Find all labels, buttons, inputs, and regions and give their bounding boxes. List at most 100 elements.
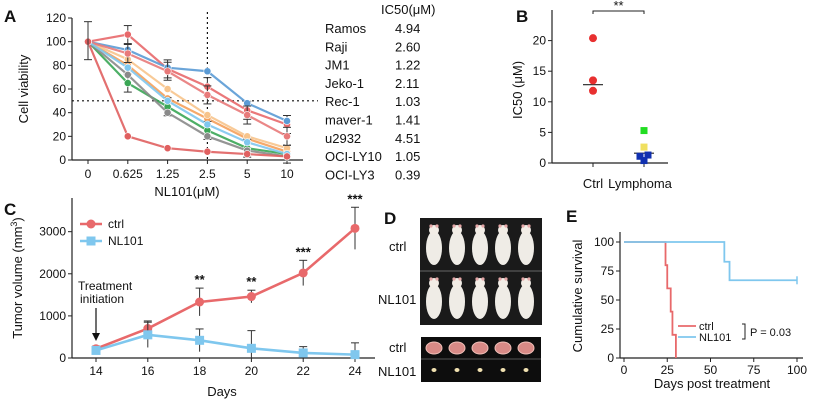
a-series-line-OCI-LY10 xyxy=(87,40,288,156)
c-x-tick-label: 20 xyxy=(245,364,259,378)
b-y-tick-label: 20 xyxy=(533,34,547,48)
ic50-value: 4.51 xyxy=(395,131,420,146)
a-data-point xyxy=(123,63,132,72)
a-series-line-JM1 xyxy=(87,40,288,153)
a-data-point xyxy=(163,67,172,76)
e-x-tick-label: 100 xyxy=(787,363,807,377)
c-y-tick-label: 0 xyxy=(59,351,66,365)
mouse-shape xyxy=(495,231,511,265)
ic50-cell-line: JM1 xyxy=(325,58,350,73)
ic50-value: 2.60 xyxy=(395,39,420,54)
ic50-cell-line: Ramos xyxy=(325,21,367,36)
a-data-point xyxy=(123,70,132,79)
a-data-point xyxy=(163,96,172,105)
panel-label-e: E xyxy=(566,207,577,226)
e-y-tick-label: 25 xyxy=(601,322,615,336)
c-annotation-line2: initiation xyxy=(80,292,124,306)
a-data-point xyxy=(203,147,212,156)
a-data-point xyxy=(203,111,212,119)
b-data-point xyxy=(636,152,644,160)
e-legend-label: ctrl xyxy=(699,321,714,333)
e-y-tick-label: 50 xyxy=(601,293,615,307)
a-y-tick-label: 100 xyxy=(46,35,66,49)
ic50-value: 2.11 xyxy=(395,76,419,91)
a-series-line-OCI-LY3 xyxy=(86,41,288,158)
a-series-line-Raji xyxy=(87,40,288,122)
a-y-tick-label: 0 xyxy=(59,153,66,167)
a-data-point xyxy=(203,67,212,76)
a-y-axis-label: Cell viability xyxy=(16,54,31,123)
panel-b-chart: 0 5 10 15 20 Ctrl Lymphoma IC50 (μM) ** xyxy=(510,0,673,191)
c-x-tick-label: 22 xyxy=(297,364,311,378)
b-data-point xyxy=(640,143,648,151)
ic50-value: 1.03 xyxy=(395,94,420,109)
c-x-tick-label: 14 xyxy=(89,364,103,378)
b-data-point xyxy=(589,76,597,85)
b-x-tick-label: Ctrl xyxy=(583,176,603,191)
b-y-tick-label: 0 xyxy=(539,156,546,170)
ic50-value: 1.41 xyxy=(395,113,420,128)
c-y-axis-label: Tumor volume (mm3) xyxy=(9,217,25,339)
a-data-point xyxy=(163,85,172,93)
mouse-shape xyxy=(449,231,465,265)
label-d-ctrl-tumors: ctrl xyxy=(389,340,406,355)
b-data-point xyxy=(640,157,648,165)
mouse-shape xyxy=(472,284,488,319)
ic50-value: 0.39 xyxy=(395,167,420,182)
ic50-cell-line: OCI-LY10 xyxy=(325,149,382,164)
c-y-tick-label: 2000 xyxy=(39,267,66,281)
b-y-tick-label: 10 xyxy=(533,95,547,109)
panel-label-d: D xyxy=(384,209,396,228)
e-x-tick-label: 25 xyxy=(661,363,675,377)
a-data-point xyxy=(243,138,252,147)
e-legend-label: NL101 xyxy=(699,332,731,344)
mouse-shape xyxy=(518,284,534,319)
tumor-ctrl xyxy=(517,341,535,355)
a-y-tick-label: 120 xyxy=(46,11,66,25)
b-data-point xyxy=(644,151,652,159)
a-data-point xyxy=(123,49,132,58)
b-x-tick-label: Lymphoma xyxy=(608,176,673,191)
a-data-point xyxy=(283,152,291,161)
c-significance-stars: *** xyxy=(296,244,312,259)
a-series-line-Ramos xyxy=(87,33,288,126)
mouse-shape xyxy=(426,284,442,319)
a-y-tick-label: 60 xyxy=(53,82,67,96)
a-x-tick-label: 2.5 xyxy=(199,167,216,181)
tumor-nl101 xyxy=(454,368,460,372)
c-significance-stars: ** xyxy=(195,272,206,287)
tumor-ctrl xyxy=(471,341,489,355)
ic50-cell-line: Jeko-1 xyxy=(325,76,364,91)
ic50-value: 1.22 xyxy=(395,58,420,73)
ic50-cell-line: u2932 xyxy=(325,131,361,146)
panel-a-chart: 0 20 40 60 80 100 120 0 0.625 1.25 2.5 5 10 NL101(μM)… xyxy=(16,11,318,199)
c-data-point xyxy=(298,268,308,278)
ic50-cell-line: Raji xyxy=(325,39,348,54)
a-series-line-Rec-1 xyxy=(87,40,288,158)
tumor-ctrl xyxy=(494,341,512,355)
a-data-point xyxy=(123,79,132,87)
c-y-tick-label: 1000 xyxy=(39,309,66,323)
c-data-point xyxy=(298,348,308,358)
e-x-tick-label: 0 xyxy=(621,363,628,377)
panel-e-chart: 0 25 50 75 100 0 25 50 75 100 Days post treatment C… xyxy=(570,232,807,391)
c-data-point xyxy=(350,223,360,233)
c-data-point xyxy=(195,297,205,307)
e-x-tick-label: 75 xyxy=(747,363,761,377)
b-data-point xyxy=(589,34,597,43)
c-data-point xyxy=(143,330,153,340)
e-survival-curve-ctrl xyxy=(624,241,677,358)
b-y-tick-label: 5 xyxy=(539,125,546,139)
a-x-tick-label: 10 xyxy=(280,167,294,181)
a-data-point xyxy=(163,108,172,117)
a-x-tick-label: 5 xyxy=(244,167,251,181)
b-data-point xyxy=(589,86,597,95)
panel-label-c: C xyxy=(4,200,16,219)
c-significance-stars: ** xyxy=(246,274,257,289)
a-series-line-maver-1 xyxy=(87,40,288,150)
c-x-tick-label: 16 xyxy=(141,364,155,378)
mouse-shape xyxy=(426,231,442,265)
ic50-value: 1.05 xyxy=(395,149,420,164)
c-x-tick-label: 18 xyxy=(193,364,207,378)
e-p-value: P = 0.03 xyxy=(750,327,791,339)
